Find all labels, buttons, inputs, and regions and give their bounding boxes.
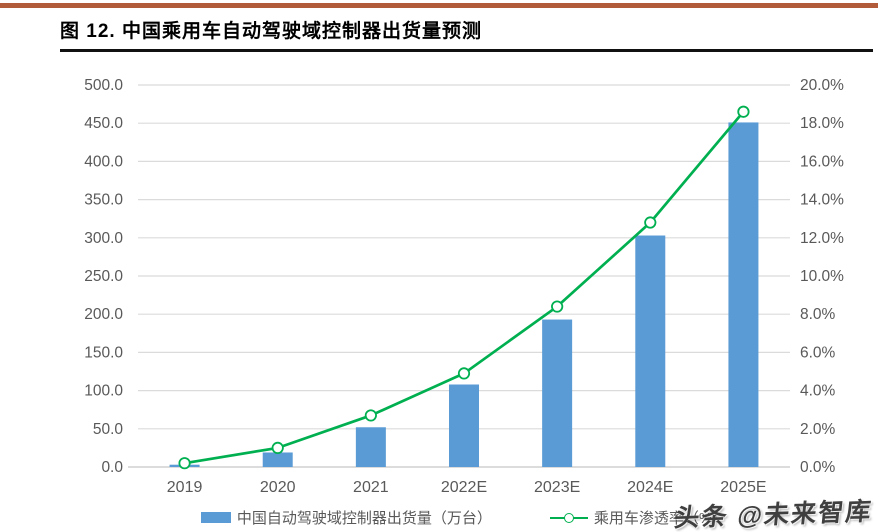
x-axis-label-2022E: 2022E [441, 479, 487, 496]
y-axis-tick-left: 450.0 [84, 115, 123, 132]
y-axis-tick-left: 350.0 [84, 192, 123, 209]
legend-label-penetration: 乘用车渗透率（%） [593, 510, 728, 527]
figure-title: 图 12. 中国乘用车自动驾驶域控制器出货量预测 [60, 21, 482, 42]
chart-legend: 中国自动驾驶域控制器出货量（万台） 乘用车渗透率（%） [138, 507, 790, 528]
x-axis-label-2021: 2021 [353, 479, 389, 496]
legend-label-shipments: 中国自动驾驶域控制器出货量（万台） [236, 510, 492, 527]
y-axis-tick-right: 18.0% [800, 115, 844, 132]
line-marker-2020 [271, 441, 284, 454]
line-marker-icon [563, 512, 574, 523]
legend-item-penetration: 乘用车渗透率（%） [549, 507, 728, 528]
y-axis-tick-right: 10.0% [800, 268, 844, 285]
y-axis-tick-left: 0.0 [101, 459, 123, 476]
y-axis-tick-right: 0.0% [800, 459, 836, 476]
line-series-swatch [549, 512, 588, 523]
line-marker-2021 [364, 409, 377, 422]
x-axis-label-2024E: 2024E [627, 479, 673, 496]
y-axis-tick-left: 200.0 [84, 306, 123, 323]
y-axis-tick-left: 100.0 [84, 383, 123, 400]
y-axis-tick-right: 20.0% [800, 77, 844, 94]
y-axis-tick-left: 300.0 [84, 230, 123, 247]
bar-2025E [728, 122, 759, 467]
title-underline [60, 49, 873, 52]
y-axis-tick-right: 6.0% [800, 344, 836, 361]
y-axis-tick-left: 500.0 [84, 77, 123, 94]
x-axis-label-2019: 2019 [167, 479, 203, 496]
y-axis-tick-right: 2.0% [800, 421, 836, 438]
y-axis-tick-left: 50.0 [93, 421, 124, 438]
legend-item-shipments: 中国自动驾驶域控制器出货量（万台） [200, 507, 492, 528]
y-axis-tick-left: 400.0 [84, 153, 123, 170]
bar-2022E [449, 384, 479, 467]
x-axis-label-2025E: 2025E [720, 479, 766, 496]
bar-2020 [262, 452, 293, 467]
x-axis-label-2023E: 2023E [534, 479, 580, 496]
line-marker-2019 [178, 457, 191, 470]
y-axis-tick-right: 8.0% [800, 306, 836, 323]
line-marker-2024E [644, 216, 657, 229]
y-axis-tick-left: 250.0 [84, 268, 123, 285]
y-axis-tick-right: 14.0% [800, 192, 844, 209]
bar-series-swatch [200, 512, 231, 523]
top-accent-rule [0, 3, 878, 8]
bar-2023E [542, 319, 573, 467]
y-axis-tick-right: 16.0% [800, 153, 844, 170]
bar-2021 [355, 427, 386, 467]
line-marker-2022E [457, 367, 471, 380]
bar-2024E [635, 235, 666, 467]
watermark: 头条 @未来智库 [672, 497, 874, 532]
y-axis-tick-right: 12.0% [800, 230, 844, 247]
x-axis-label-2020: 2020 [260, 479, 296, 496]
line-marker-2025E [737, 105, 750, 118]
line-marker-2023E [551, 300, 564, 313]
y-axis-tick-left: 150.0 [84, 344, 123, 361]
y-axis-tick-right: 4.0% [800, 383, 836, 400]
